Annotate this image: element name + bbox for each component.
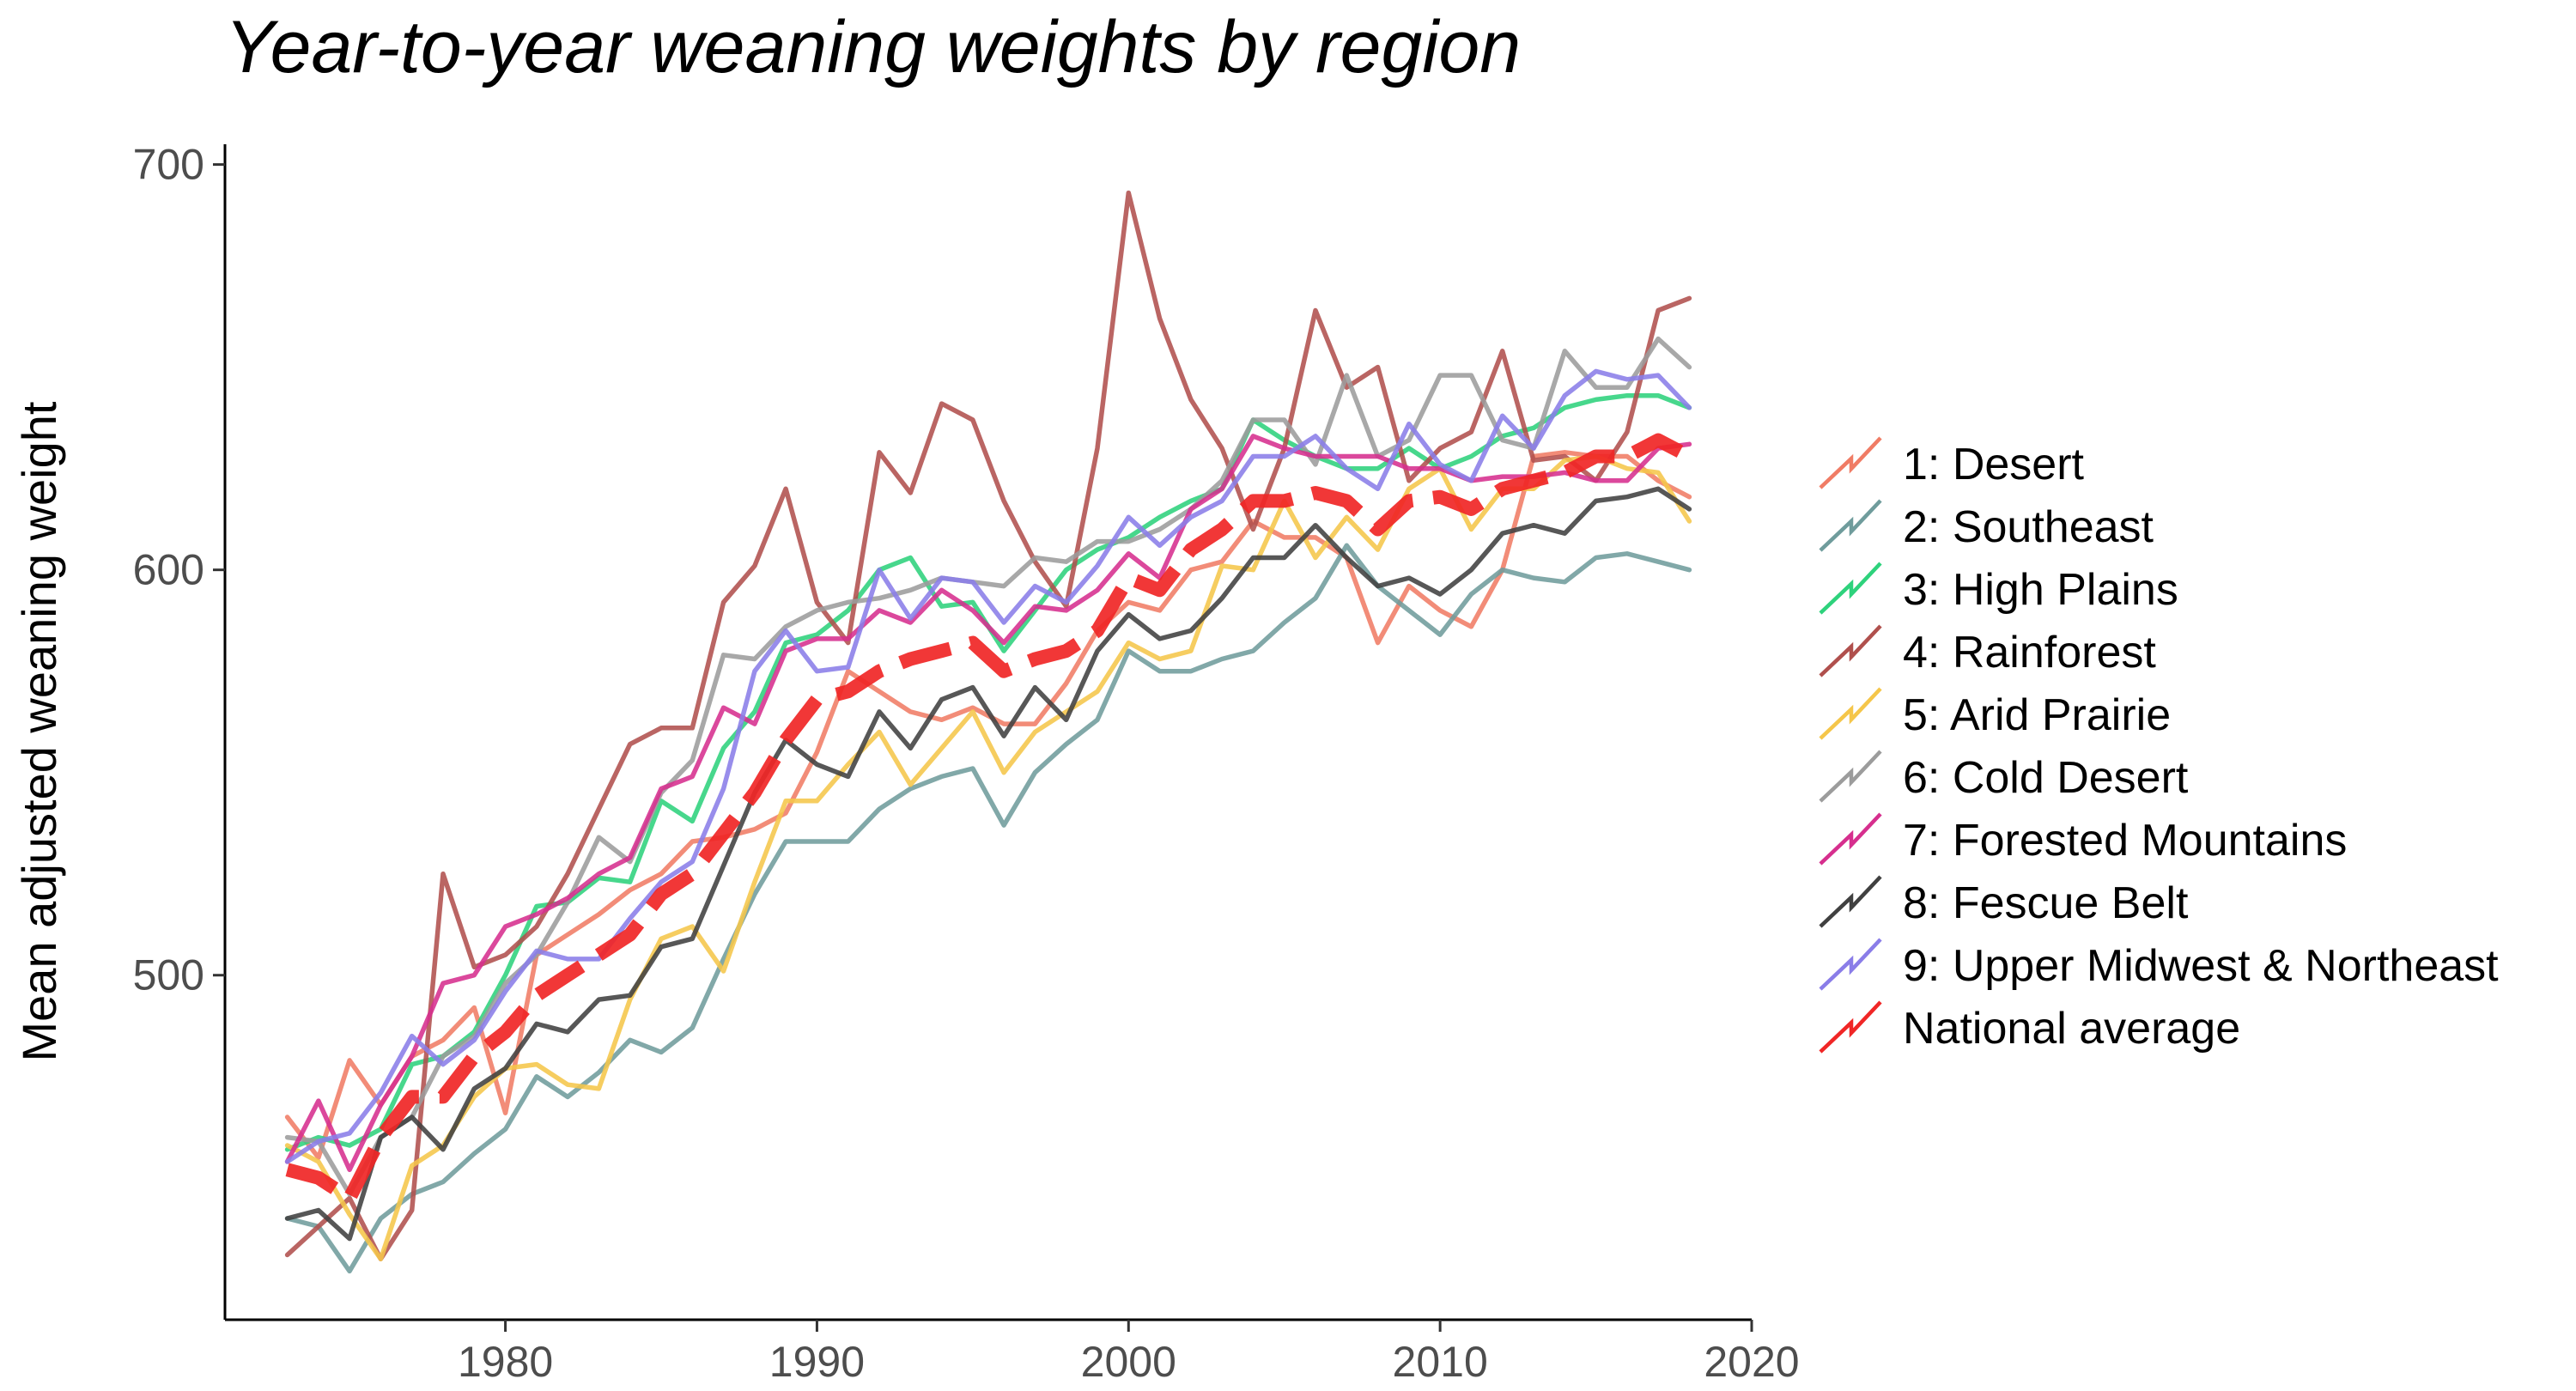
x-axis-ticks: 1980 1990 2000 2010 2020 <box>458 1320 1800 1386</box>
legend-key-2-southeast <box>1819 499 1882 552</box>
x-tick-label: 1980 <box>458 1338 553 1386</box>
series-line-2-southeast <box>284 543 1692 1274</box>
y-axis-ticks: 500 600 700 <box>133 141 225 999</box>
legend-label: 2: Southeast <box>1903 502 2154 552</box>
legend-item-4-rainforest: 4: Rainforest <box>1819 624 2156 677</box>
legend-item-5-arid-prairie: 5: Arid Prairie <box>1819 687 2171 740</box>
legend-key-national-average <box>1819 1000 1882 1054</box>
series-line-5-arid-prairie <box>284 453 1692 1261</box>
legend-item-6-cold-desert: 6: Cold Desert <box>1819 750 2189 803</box>
series-line-national-average <box>285 433 1693 1206</box>
legend-key-4-rainforest <box>1819 624 1882 677</box>
legend-key-9-upper-midwest-northeast <box>1819 938 1882 991</box>
legend-label: 1: Desert <box>1903 440 2085 489</box>
legend-key-5-arid-prairie <box>1819 687 1882 740</box>
legend-key-6-cold-desert <box>1819 750 1882 803</box>
legend-label: 5: Arid Prairie <box>1903 690 2171 740</box>
legend-label: 7: Forested Mountains <box>1903 816 2347 866</box>
legend-label: 9: Upper Midwest & Northeast <box>1903 941 2499 991</box>
x-tick-label: 2010 <box>1393 1338 1488 1386</box>
legend-label: 4: Rainforest <box>1903 628 2156 677</box>
legend-key-3-high-plains <box>1819 562 1882 615</box>
y-tick-label: 700 <box>133 141 204 189</box>
chart-title: Year-to-year weaning weights by region <box>225 6 1522 88</box>
x-tick-label: 2020 <box>1704 1338 1799 1386</box>
legend-item-1-desert: 1: Desert <box>1819 436 2085 489</box>
series-line-4-rainforest <box>284 190 1692 1261</box>
plot-lines <box>284 190 1693 1274</box>
legend-item-9-upper-midwest-northeast: 9: Upper Midwest & Northeast <box>1819 938 2499 991</box>
y-tick-label: 600 <box>133 546 204 594</box>
legend-key-1-desert <box>1819 436 1882 489</box>
series-line-8-fescue-belt <box>284 486 1692 1242</box>
legend-key-7-forested-mountains <box>1819 812 1882 866</box>
legend-item-8-fescue-belt: 8: Fescue Belt <box>1819 875 2189 928</box>
legend-label: 3: High Plains <box>1903 565 2178 615</box>
x-tick-label: 1990 <box>769 1338 865 1386</box>
legend-key-8-fescue-belt <box>1819 875 1882 928</box>
legend: 1: Desert 2: Southeast 3: High Plains 4: Ra… <box>1819 436 2499 1054</box>
y-tick-label: 500 <box>133 951 204 999</box>
series-line-9-upper-midwest-northeast <box>284 368 1692 1164</box>
legend-label: 6: Cold Desert <box>1903 753 2189 803</box>
legend-label: National average <box>1903 1004 2240 1054</box>
legend-label: 8: Fescue Belt <box>1903 878 2189 928</box>
legend-item-7-forested-mountains: 7: Forested Mountains <box>1819 812 2347 866</box>
legend-item-2-southeast: 2: Southeast <box>1819 499 2154 552</box>
legend-item-3-high-plains: 3: High Plains <box>1819 562 2178 615</box>
series-line-7-forested-mountains <box>284 434 1692 1173</box>
legend-item-national-average: National average <box>1819 1000 2240 1054</box>
x-tick-label: 2000 <box>1081 1338 1176 1386</box>
y-axis-title: Mean adjusted weaning weight <box>12 401 66 1061</box>
